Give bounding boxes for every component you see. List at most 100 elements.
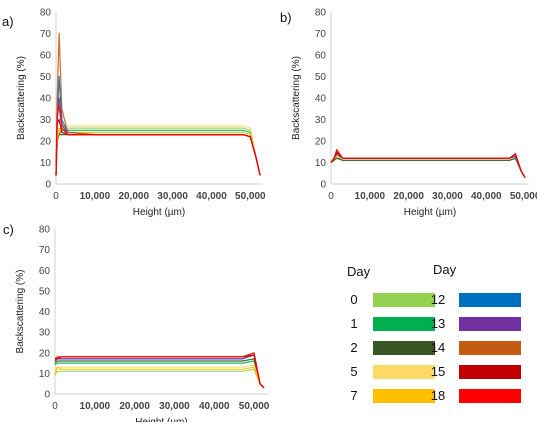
series-line-day-18 [330, 149, 526, 178]
legend-header-right: Day [433, 262, 457, 277]
y-tick-label: 80 [39, 225, 51, 236]
series-line-day-0 [330, 155, 526, 178]
y-tick-label: 10 [315, 158, 327, 169]
legend-swatch [459, 365, 521, 379]
y-tick-label: 10 [39, 369, 51, 380]
legend-swatch [459, 341, 521, 355]
legend-header-left: Day [347, 264, 371, 279]
chart-panel-a: 0 10 20 30 40 50 60 70 80 0 10,000 20,000 30,000 40,0… [16, 8, 266, 219]
y-axis-title: Backscattering (%) [15, 270, 26, 354]
legend-swatch [373, 389, 435, 403]
y-tick-label: 10 [40, 158, 52, 169]
y-tick-label: 80 [40, 8, 52, 19]
x-tick-label: 30,000 [157, 191, 188, 202]
y-tick-label: 70 [315, 29, 327, 40]
x-tick-label: 0 [53, 191, 59, 202]
series-line-day-2 [55, 134, 261, 176]
chart-panel-b: 0 10 20 30 40 50 60 70 80 0 10,000 20,000 30,000 40,0… [291, 8, 537, 219]
y-tick-label: 40 [39, 307, 51, 318]
y-tick-label: 80 [315, 8, 327, 19]
legend-day-label: 15 [430, 364, 446, 379]
series-line-day-1 [55, 129, 261, 176]
y-tick-label: 0 [44, 390, 50, 401]
series-line-day-18 [55, 105, 261, 176]
legend-swatch [459, 317, 521, 331]
legend-swatch [373, 341, 435, 355]
series-line-day-12 [330, 153, 526, 178]
x-tick-label: 0 [52, 401, 58, 412]
x-tick-label: 50,000 [239, 401, 270, 412]
panel-b-label: b) [280, 10, 292, 25]
legend-day-label: 14 [430, 340, 446, 355]
legend-day-label: 2 [350, 340, 358, 355]
y-tick-label: 60 [39, 266, 51, 277]
legend-swatch [373, 293, 435, 307]
y-tick-label: 30 [315, 115, 327, 126]
y-tick-label: 50 [315, 72, 327, 83]
series-line-day-15 [330, 151, 526, 178]
x-tick-label: 30,000 [159, 401, 190, 412]
panel-c-label: c) [3, 222, 14, 237]
series-line-day-0 [54, 368, 265, 389]
legend: Day Day 0 1 2 5 7 12 13 14 15 18 [335, 262, 545, 412]
legend-day-label: 13 [430, 316, 446, 331]
series-line-day-14 [330, 151, 526, 178]
y-tick-label: 50 [39, 286, 51, 297]
y-axis-title: Backscattering (%) [16, 56, 27, 140]
x-tick-label: 0 [328, 191, 334, 202]
legend-day-label: 12 [430, 292, 446, 307]
series-line-day-13 [55, 97, 261, 176]
x-tick-label: 20,000 [119, 401, 150, 412]
y-tick-label: 20 [40, 137, 52, 148]
y-tick-label: 70 [40, 29, 52, 40]
series-line-day-7 [330, 155, 526, 178]
y-axis-title: Backscattering (%) [291, 56, 302, 140]
legend-day-label: 7 [350, 388, 358, 403]
series-line-day-5 [330, 155, 526, 178]
y-tick-label: 60 [315, 51, 327, 62]
x-tick-label: 50,000 [510, 191, 537, 202]
y-tick-label: 40 [315, 94, 327, 105]
series-line-day-18 [54, 352, 265, 389]
series-line-day-14 [55, 32, 261, 176]
y-tick-label: 20 [39, 348, 51, 359]
series-line-day-5 [54, 364, 265, 389]
x-tick-label: 50,000 [235, 191, 266, 202]
series-line-day-7 [54, 366, 265, 389]
y-tick-label: 60 [40, 51, 52, 62]
series-line-day-1 [54, 360, 265, 389]
x-tick-label: 10,000 [80, 191, 111, 202]
y-tick-label: 30 [39, 328, 51, 339]
legend-day-label: 18 [430, 388, 446, 403]
x-axis-title: Height (µm) [404, 207, 456, 218]
legend-day-label: 0 [350, 292, 358, 307]
x-axis-title: Height (µm) [133, 207, 185, 218]
x-tick-label: 10,000 [355, 191, 386, 202]
legend-swatch [373, 365, 435, 379]
x-tick-label: 10,000 [80, 401, 111, 412]
y-tick-label: 0 [320, 180, 326, 191]
chart-panel-c: 0 10 20 30 40 50 60 70 80 0 10,000 20,000 30,000 40,0… [15, 225, 270, 423]
series-line-day-5 [55, 125, 261, 176]
x-tick-label: 40,000 [199, 401, 230, 412]
y-tick-label: 50 [40, 72, 52, 83]
y-tick-label: 0 [45, 180, 51, 191]
y-tick-label: 20 [315, 137, 327, 148]
x-tick-label: 20,000 [118, 191, 149, 202]
x-tick-label: 30,000 [432, 191, 463, 202]
x-tick-label: 20,000 [393, 191, 424, 202]
series-line-day-13 [330, 153, 526, 178]
legend-swatch [459, 293, 521, 307]
series-line-day-1 [330, 157, 526, 178]
x-tick-label: 40,000 [196, 191, 227, 202]
y-tick-label: 30 [40, 115, 52, 126]
x-axis-title: Height (µm) [135, 417, 187, 422]
y-tick-label: 40 [40, 94, 52, 105]
legend-day-label: 5 [350, 364, 358, 379]
x-tick-label: 40,000 [471, 191, 502, 202]
panel-a-label: a) [2, 14, 14, 29]
series-line-day-2 [330, 157, 526, 178]
legend-day-label: 1 [350, 316, 358, 331]
series-line-day-7 [55, 127, 261, 176]
legend-swatch [373, 317, 435, 331]
